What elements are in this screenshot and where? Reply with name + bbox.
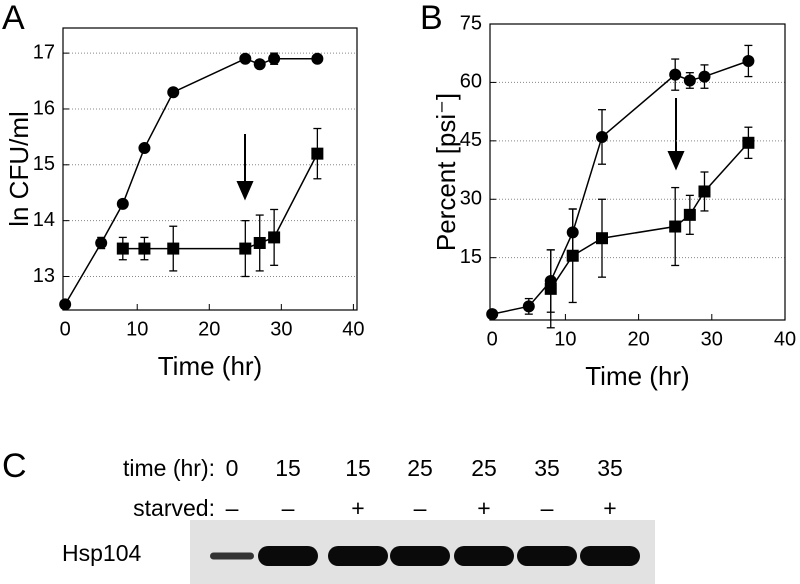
starved-label: – bbox=[282, 495, 295, 521]
plot-frame bbox=[62, 27, 358, 311]
y-tick-label: 17 bbox=[33, 41, 55, 63]
point bbox=[595, 232, 608, 245]
row-label: starved: bbox=[133, 495, 215, 521]
starved-label: + bbox=[477, 495, 490, 521]
point bbox=[167, 242, 180, 255]
x-tick-label: 0 bbox=[487, 328, 498, 350]
blot-band bbox=[258, 546, 318, 566]
series-line bbox=[550, 142, 749, 290]
time-label: 15 bbox=[345, 455, 371, 481]
point bbox=[268, 231, 281, 244]
point bbox=[268, 52, 281, 65]
point bbox=[311, 147, 324, 160]
protein-label: Hsp104 bbox=[62, 540, 141, 566]
x-tick-label: 30 bbox=[270, 318, 292, 340]
series-line bbox=[64, 57, 318, 305]
x-tick-label: 0 bbox=[60, 318, 71, 340]
y-tick-label: 45 bbox=[460, 129, 482, 151]
point bbox=[683, 74, 696, 87]
panel-letter: A bbox=[2, 0, 25, 37]
x-axis-title: Time (hr) bbox=[158, 351, 262, 381]
y-axis-title: ln CFU/ml bbox=[4, 111, 34, 227]
row-label: time (hr): bbox=[123, 455, 215, 481]
point bbox=[239, 242, 252, 255]
x-tick-label: 30 bbox=[701, 328, 723, 350]
point bbox=[167, 86, 180, 99]
point bbox=[116, 197, 129, 210]
x-tick-label: 40 bbox=[774, 328, 796, 350]
blot-band bbox=[580, 546, 640, 566]
x-tick-label: 10 bbox=[126, 318, 148, 340]
point bbox=[138, 142, 151, 155]
starved-label: – bbox=[226, 495, 239, 521]
point bbox=[116, 242, 129, 255]
blot-band bbox=[517, 546, 577, 566]
point bbox=[95, 236, 108, 249]
x-axis-title: Time (hr) bbox=[585, 361, 689, 391]
point bbox=[669, 220, 682, 233]
y-tick-label: 30 bbox=[460, 188, 482, 210]
blot-band bbox=[328, 546, 388, 566]
point bbox=[486, 308, 499, 321]
starved-label: + bbox=[603, 495, 616, 521]
point bbox=[698, 185, 711, 198]
blot-band bbox=[210, 552, 254, 560]
y-tick-label: 15 bbox=[33, 153, 55, 175]
x-tick-label: 20 bbox=[198, 318, 220, 340]
point bbox=[311, 52, 324, 65]
point bbox=[253, 58, 266, 71]
point bbox=[742, 55, 755, 67]
panel-letter: B bbox=[420, 0, 443, 37]
panel-letter: C bbox=[2, 447, 27, 485]
point bbox=[742, 136, 755, 149]
point bbox=[544, 282, 557, 295]
y-tick-label: 13 bbox=[33, 265, 55, 287]
point bbox=[522, 300, 535, 313]
blot-band bbox=[390, 546, 450, 566]
x-tick-label: 10 bbox=[554, 328, 576, 350]
series-line bbox=[122, 153, 319, 250]
point bbox=[566, 249, 579, 262]
blot-band bbox=[454, 546, 514, 566]
starved-label: + bbox=[351, 495, 364, 521]
point bbox=[239, 52, 252, 65]
y-tick-label: 60 bbox=[460, 71, 482, 93]
starved-label: – bbox=[414, 495, 427, 521]
y-tick-label: 15 bbox=[460, 246, 482, 268]
time-label: 0 bbox=[226, 455, 239, 481]
plot-frame bbox=[489, 23, 786, 321]
point bbox=[683, 208, 696, 221]
point bbox=[669, 68, 682, 81]
time-label: 35 bbox=[597, 455, 623, 481]
point bbox=[253, 236, 266, 249]
time-label: 25 bbox=[407, 455, 433, 481]
point bbox=[698, 70, 711, 83]
starved-label: – bbox=[541, 495, 554, 521]
x-tick-label: 20 bbox=[627, 328, 649, 350]
y-tick-label: 75 bbox=[460, 12, 482, 34]
point bbox=[59, 298, 72, 311]
y-axis-title: Percent [psi⁻] bbox=[431, 93, 461, 251]
x-tick-label: 40 bbox=[342, 318, 364, 340]
arrow bbox=[236, 98, 685, 201]
time-label: 35 bbox=[534, 455, 560, 481]
time-label: 15 bbox=[275, 455, 301, 481]
time-label: 25 bbox=[471, 455, 497, 481]
y-tick-label: 16 bbox=[33, 97, 55, 119]
point bbox=[595, 130, 608, 143]
point bbox=[138, 242, 151, 255]
y-tick-label: 14 bbox=[33, 209, 55, 231]
